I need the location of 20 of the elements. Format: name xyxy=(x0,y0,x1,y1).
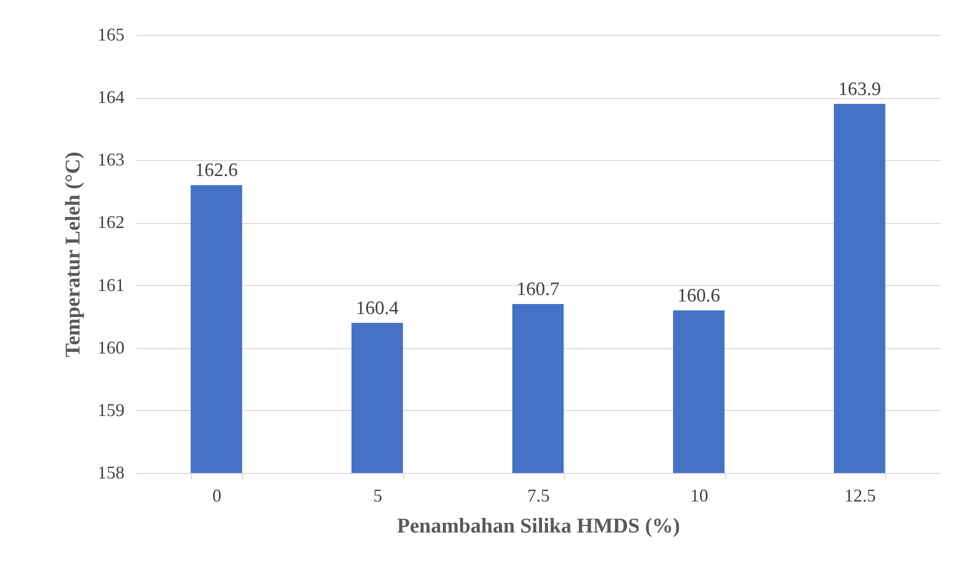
y-tick-label: 163 xyxy=(98,150,124,170)
x-tick-label: 7.5 xyxy=(527,486,550,506)
y-axis-title: Temperatur Leleh (°C) xyxy=(60,152,84,358)
data-label: 160.6 xyxy=(677,285,720,306)
y-tick-label: 165 xyxy=(98,24,124,44)
y-tick-label: 161 xyxy=(98,274,124,295)
y-tick-label: 162 xyxy=(98,212,124,232)
x-tick-label: 5 xyxy=(373,486,382,506)
data-label: 162.6 xyxy=(195,160,238,182)
x-tick-label: 12.5 xyxy=(844,486,876,506)
data-label: 163.9 xyxy=(838,78,881,100)
x-tick-label: 10 xyxy=(690,486,708,506)
y-tick-label: 164 xyxy=(98,87,124,108)
y-tick-label: 159 xyxy=(98,400,124,420)
data-label: 160.4 xyxy=(356,298,400,319)
y-tick-label: 158 xyxy=(98,462,124,482)
y-tick-label: 160 xyxy=(98,337,124,358)
data-label: 160.7 xyxy=(516,279,560,300)
x-tick-label: 0 xyxy=(212,486,222,506)
x-axis-title: Penambahan Silika HMDS (%) xyxy=(397,514,680,538)
